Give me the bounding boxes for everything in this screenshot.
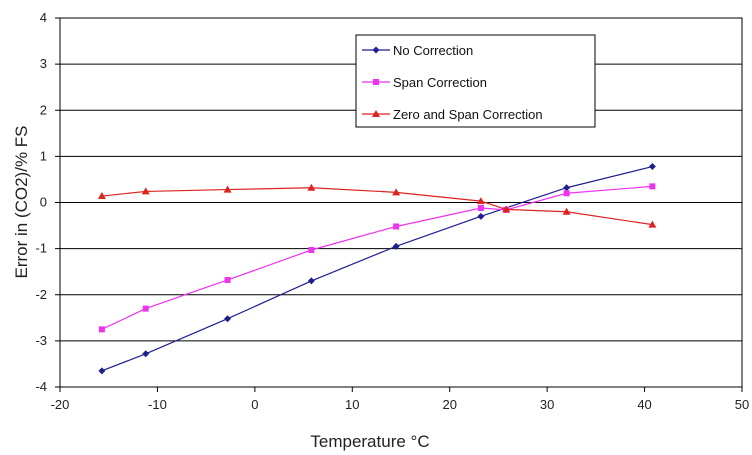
legend-label: Span Correction xyxy=(393,75,487,90)
y-axis-ticks: 4 3 2 1 0 -1 -2 -3 -4 xyxy=(35,10,60,394)
y-tick-label: -4 xyxy=(35,379,47,394)
x-axis-title: Temperature °C xyxy=(310,432,429,451)
data-point xyxy=(308,247,315,254)
data-point xyxy=(476,197,485,205)
y-tick-label: -1 xyxy=(35,241,47,256)
x-tick-label: -20 xyxy=(51,397,70,412)
series-0 xyxy=(98,163,656,375)
data-point xyxy=(307,277,315,285)
data-point xyxy=(97,192,106,200)
y-tick-label: 4 xyxy=(40,10,47,25)
data-point xyxy=(142,305,149,312)
data-point xyxy=(223,185,232,193)
y-tick-label: -2 xyxy=(35,287,47,302)
x-tick-label: 20 xyxy=(442,397,456,412)
data-point xyxy=(649,183,656,190)
data-point xyxy=(307,183,316,191)
data-point xyxy=(477,205,484,212)
legend-box xyxy=(355,34,596,128)
data-point xyxy=(224,315,232,323)
legend-marker xyxy=(372,46,380,54)
x-tick-label: 0 xyxy=(251,397,258,412)
legend-label: No Correction xyxy=(393,43,473,58)
data-point xyxy=(224,276,231,283)
data-point xyxy=(562,207,571,215)
series-group xyxy=(97,163,657,375)
data-point xyxy=(98,367,106,375)
data-point xyxy=(563,190,570,197)
legend-marker xyxy=(372,110,380,117)
data-point xyxy=(392,188,401,196)
gridlines xyxy=(60,63,742,342)
x-axis-ticks: -20 -10 0 10 20 30 40 50 xyxy=(51,387,749,412)
data-point xyxy=(648,220,657,228)
y-tick-label: 1 xyxy=(40,148,47,163)
y-tick-label: 2 xyxy=(40,102,47,117)
data-point xyxy=(98,326,105,333)
data-point xyxy=(502,205,511,213)
data-point xyxy=(142,350,150,358)
series-line xyxy=(101,165,653,372)
data-point xyxy=(563,184,571,192)
y-tick-label: 0 xyxy=(40,195,47,210)
y-tick-label: -3 xyxy=(35,333,47,348)
legend-marker xyxy=(373,79,379,85)
data-point xyxy=(477,212,485,220)
x-tick-label: -10 xyxy=(148,397,167,412)
legend: No Correction Span Correction Zero and Spa… xyxy=(355,34,596,128)
x-tick-label: 30 xyxy=(540,397,554,412)
data-point xyxy=(141,187,150,195)
data-point xyxy=(392,242,400,250)
data-point xyxy=(648,163,656,171)
y-axis-title: Error in (CO2)/% FS xyxy=(12,125,31,278)
data-point xyxy=(393,223,400,230)
x-tick-label: 50 xyxy=(735,397,749,412)
series-2 xyxy=(97,183,657,228)
x-tick-label: 10 xyxy=(345,397,359,412)
x-tick-label: 40 xyxy=(637,397,651,412)
y-tick-label: 3 xyxy=(40,56,47,71)
legend-label: Zero and Span Correction xyxy=(393,107,543,122)
